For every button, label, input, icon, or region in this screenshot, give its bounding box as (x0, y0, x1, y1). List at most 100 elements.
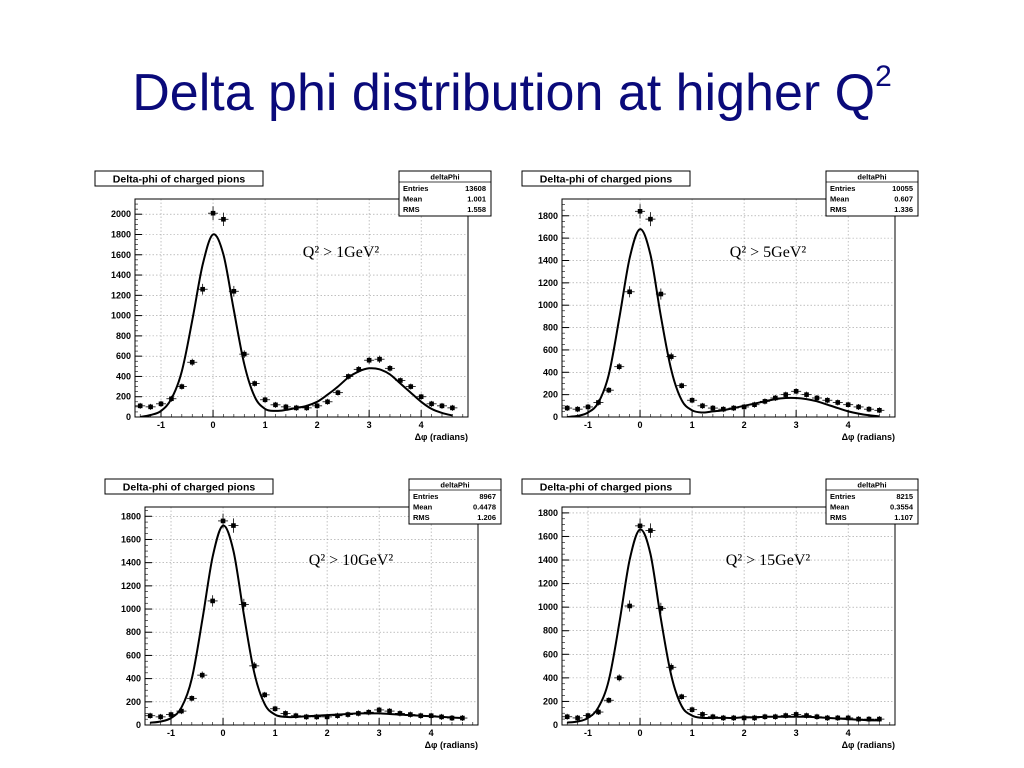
stats-box (408, 478, 502, 525)
point-marker (866, 716, 872, 722)
point-marker (793, 712, 799, 717)
point-marker (752, 402, 757, 408)
point-marker (231, 523, 236, 528)
point-marker (450, 405, 455, 411)
chart-title-box (521, 478, 691, 495)
point-marker (449, 715, 455, 721)
data-point (446, 715, 457, 722)
q2-annotation: Q² > 1GeV² (303, 244, 380, 261)
y-tick-label: 1200 (111, 290, 131, 300)
plot-frame (561, 198, 896, 418)
data-point (145, 403, 156, 410)
slide-title-superscript: 2 (875, 60, 892, 93)
data-point (249, 380, 260, 387)
x-axis-label: Δφ (radians) (842, 740, 895, 750)
point-marker (741, 715, 747, 721)
y-tick-label: 400 (543, 367, 558, 377)
stats-value-entries: 8967 (479, 492, 496, 501)
data-point (197, 283, 208, 295)
data-point (791, 711, 802, 718)
chart-svg: 0 200 400 600 800 1000 1200 1400 1600 1800 -1 0 1 2 3 4… (521, 478, 919, 750)
y-tick-label: 1000 (538, 300, 558, 310)
data-point (697, 402, 708, 409)
point-marker (345, 712, 351, 717)
data-point (394, 710, 405, 717)
point-marker (616, 675, 622, 681)
data-point (583, 403, 594, 410)
point-marker (439, 403, 445, 409)
point-marker (179, 384, 185, 389)
data-point (645, 212, 656, 227)
point-marker (877, 407, 882, 413)
data-point (583, 712, 594, 719)
y-tick-label: 200 (116, 392, 131, 402)
point-marker (648, 528, 653, 533)
data-point (749, 401, 760, 408)
x-tick-label: 0 (638, 728, 643, 738)
chart-panel-q2-gt-5: 0 200 400 600 800 1000 1200 1400 1600 1800 -1 0 1 2 3 4… (520, 165, 920, 445)
point-marker (679, 383, 684, 388)
chart-panel-q2-gt-10: 0 200 400 600 800 1000 1200 1400 1600 1800 -1 0 1 2 3 4… (103, 473, 503, 753)
point-marker (773, 714, 778, 720)
data-point (405, 383, 416, 390)
plot-frame (144, 506, 479, 726)
q2-annotation: Q² > 5GeV² (730, 244, 807, 261)
point-marker (668, 664, 674, 670)
chart-title: Delta-phi of charged pions (540, 482, 673, 494)
y-tick-label: 0 (553, 720, 558, 730)
point-marker (606, 387, 612, 393)
data-point (635, 518, 646, 534)
x-tick-label: 1 (690, 728, 695, 738)
data-point (697, 711, 708, 718)
data-point (426, 400, 437, 407)
chart-title: Delta-phi of charged pions (540, 174, 673, 186)
point-marker (346, 374, 351, 379)
data-point (332, 712, 343, 719)
y-tick-label: 400 (126, 674, 141, 684)
data-point (863, 716, 874, 723)
point-marker (169, 396, 174, 402)
point-marker (210, 210, 216, 216)
stats-box (825, 478, 919, 525)
data-point (770, 394, 781, 401)
point-marker (387, 708, 392, 714)
point-marker (252, 381, 257, 386)
point-marker (773, 395, 778, 401)
point-marker (762, 399, 768, 404)
stats-value-entries: 8215 (896, 492, 913, 501)
chart-svg: 0 200 400 600 800 1000 1200 1400 1600 1800 2000 -1 0… (94, 170, 492, 442)
x-tick-label: 2 (315, 420, 320, 430)
q2-annotation: Q² > 15GeV² (726, 552, 811, 569)
data-point (874, 407, 885, 414)
data-point (343, 373, 354, 380)
data-point (384, 364, 395, 372)
data-point (364, 356, 375, 364)
point-marker (168, 712, 174, 717)
point-marker (637, 208, 643, 214)
point-marker (564, 714, 570, 720)
point-marker (283, 404, 289, 410)
y-tick-label: 1600 (538, 531, 558, 541)
point-marker (700, 712, 705, 717)
data-point (457, 715, 468, 722)
data-point (145, 712, 156, 719)
data-point (624, 600, 635, 612)
chart-title-box (521, 170, 691, 187)
point-marker (720, 406, 726, 412)
point-marker (814, 395, 820, 401)
y-tick-label: 200 (126, 697, 141, 707)
y-tick-label: 1600 (538, 233, 558, 243)
point-marker (262, 692, 267, 698)
point-marker (585, 404, 591, 410)
point-marker (866, 406, 872, 412)
x-tick-label: -1 (584, 420, 592, 430)
data-point (363, 709, 374, 716)
point-marker (741, 404, 747, 410)
x-tick-label: 1 (690, 420, 695, 430)
stats-label-mean: Mean (403, 195, 423, 204)
data-point (218, 513, 229, 529)
point-marker (366, 357, 372, 363)
point-marker (199, 672, 205, 678)
point-marker (418, 713, 424, 719)
plot-area (145, 507, 478, 725)
